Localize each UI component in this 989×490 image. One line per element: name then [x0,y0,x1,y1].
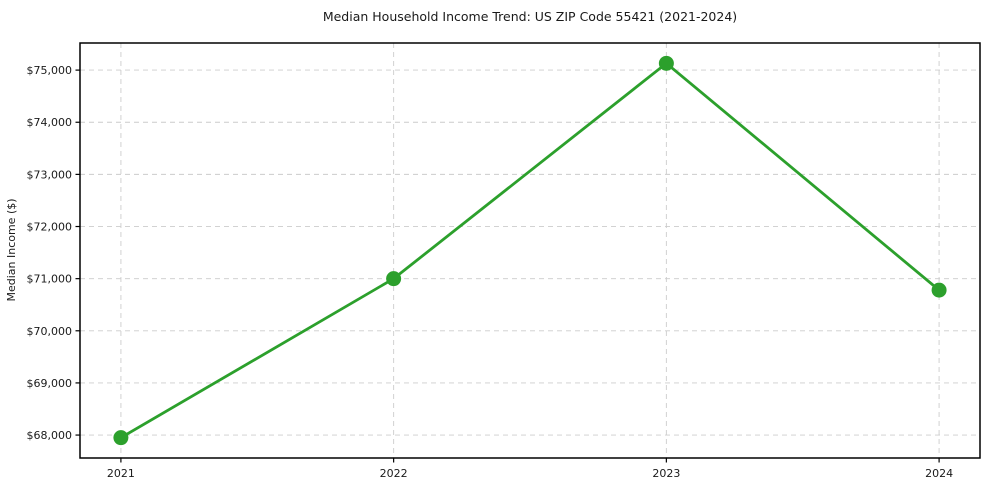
grid-layer [80,43,980,458]
x-tick-label: 2022 [380,467,408,480]
y-axis-label: Median Income ($) [5,198,18,301]
axes-layer: $68,000 $69,000 $70,000 $71,000 $72,000 $73,0… [27,42,981,480]
data-point-marker [658,55,674,71]
y-tick-label: $75,000 [27,64,73,77]
trend-line-series [113,55,947,446]
trend-line [119,61,941,440]
plot-border [79,42,981,459]
data-point-marker [386,271,402,287]
x-tick-label: 2023 [652,467,680,480]
y-tick-label: $68,000 [27,429,73,442]
y-tick-label: $70,000 [27,325,73,338]
y-tick-label: $71,000 [27,273,73,286]
x-tick-label: 2024 [925,467,953,480]
chart-title: Median Household Income Trend: US ZIP Co… [323,9,737,24]
x-tick-label: 2021 [107,467,135,480]
y-tick-label: $69,000 [27,377,73,390]
y-tick-label: $73,000 [27,168,73,181]
y-tick-label: $72,000 [27,221,73,234]
data-point-marker [931,282,947,298]
y-tick-label: $74,000 [27,116,73,129]
data-point-marker [113,430,129,446]
